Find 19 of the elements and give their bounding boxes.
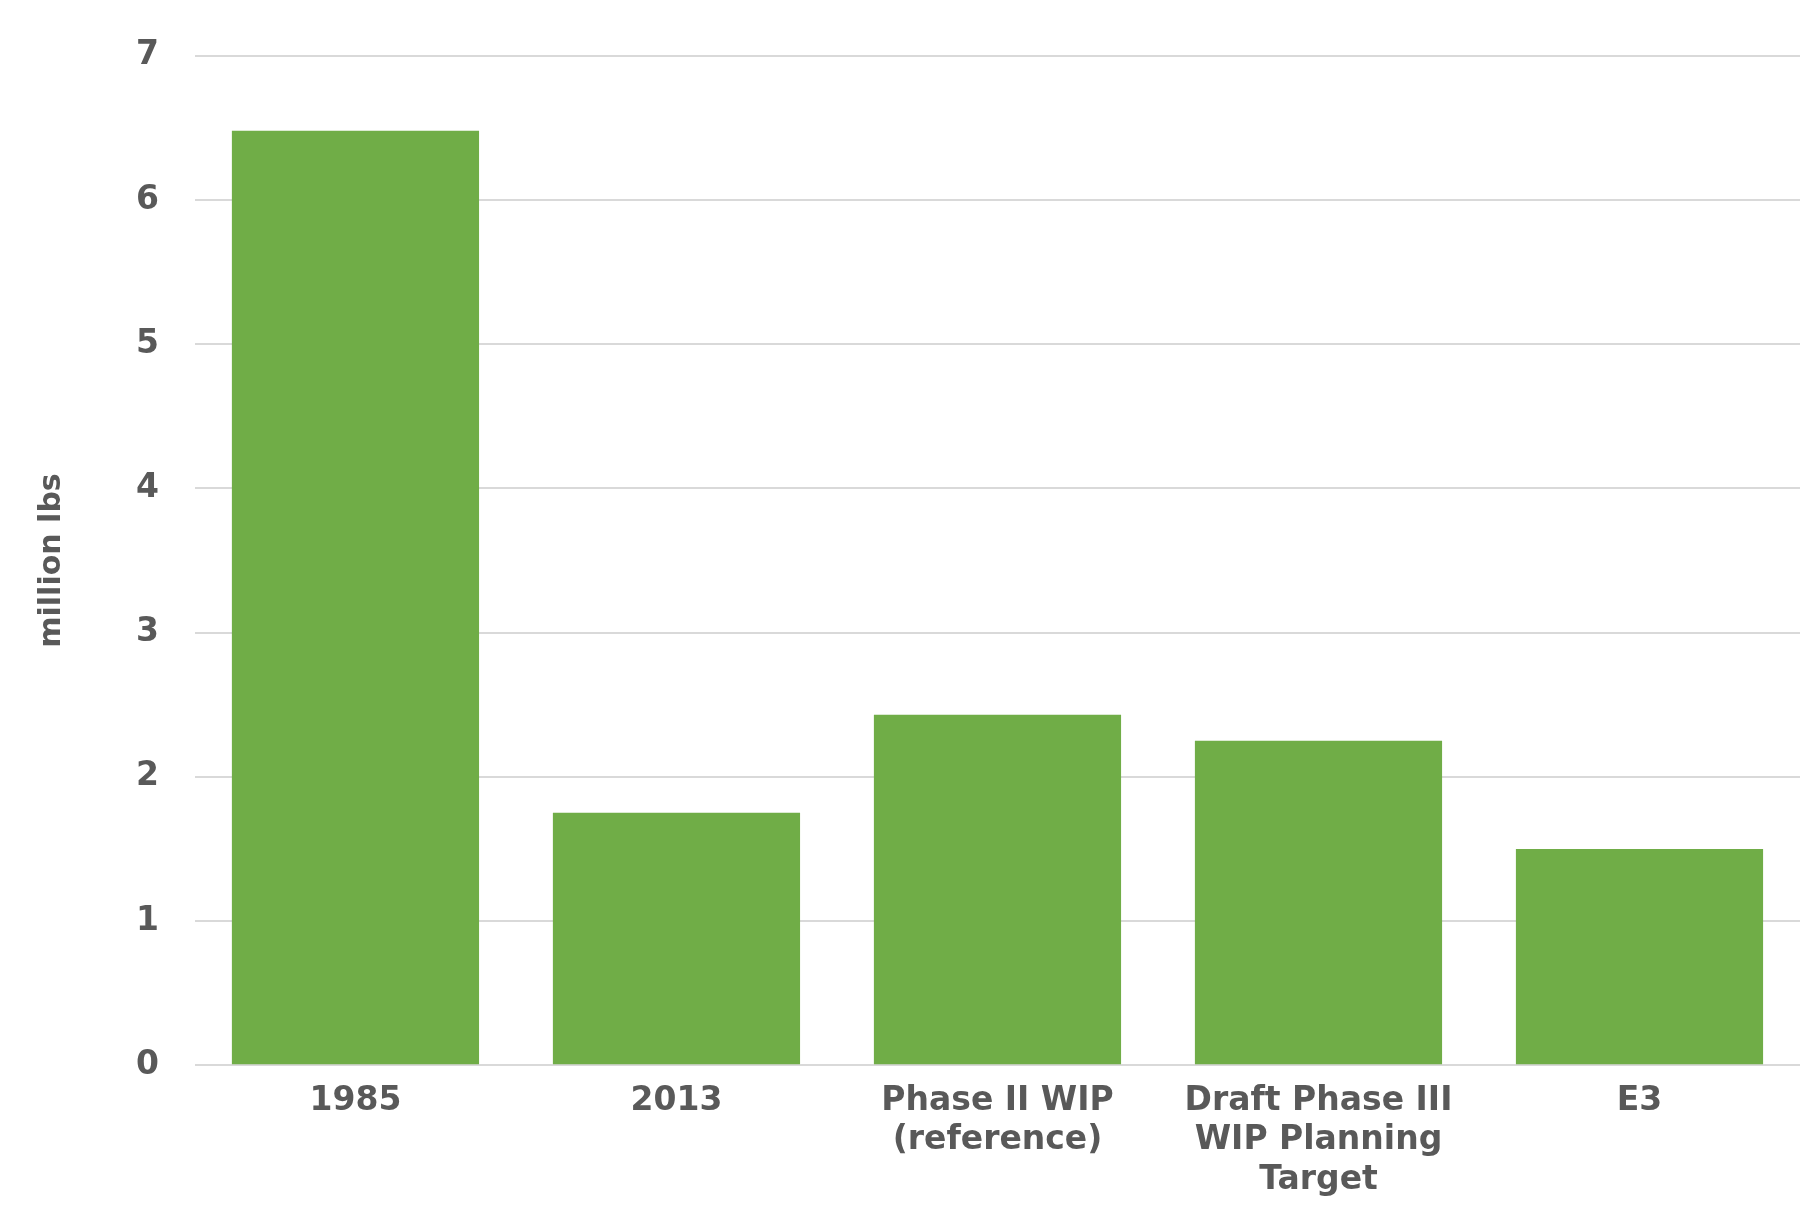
bar [1194,740,1443,1065]
bar [231,130,480,1065]
y-tick-label: 3 [135,610,159,650]
y-tick-label: 1 [135,898,159,938]
bar [873,714,1122,1065]
y-tick-label: 6 [135,177,159,217]
bar [1515,848,1764,1065]
x-tick-label: Draft Phase III WIP Planning Target [1184,1078,1453,1197]
x-tick-label: Phase II WIP (reference) [881,1078,1114,1158]
bar [552,812,801,1065]
y-tick-label: 4 [135,465,159,505]
y-axis-title: million lbs [31,473,67,648]
y-tick-label: 2 [135,754,159,794]
x-tick-label: 1985 [309,1078,402,1118]
y-tick-label: 7 [135,33,159,73]
y-tick-label: 5 [135,321,159,361]
x-tick-label: E3 [1616,1078,1663,1118]
y-tick-label: 0 [135,1042,159,1082]
x-tick-label: 2013 [630,1078,723,1118]
